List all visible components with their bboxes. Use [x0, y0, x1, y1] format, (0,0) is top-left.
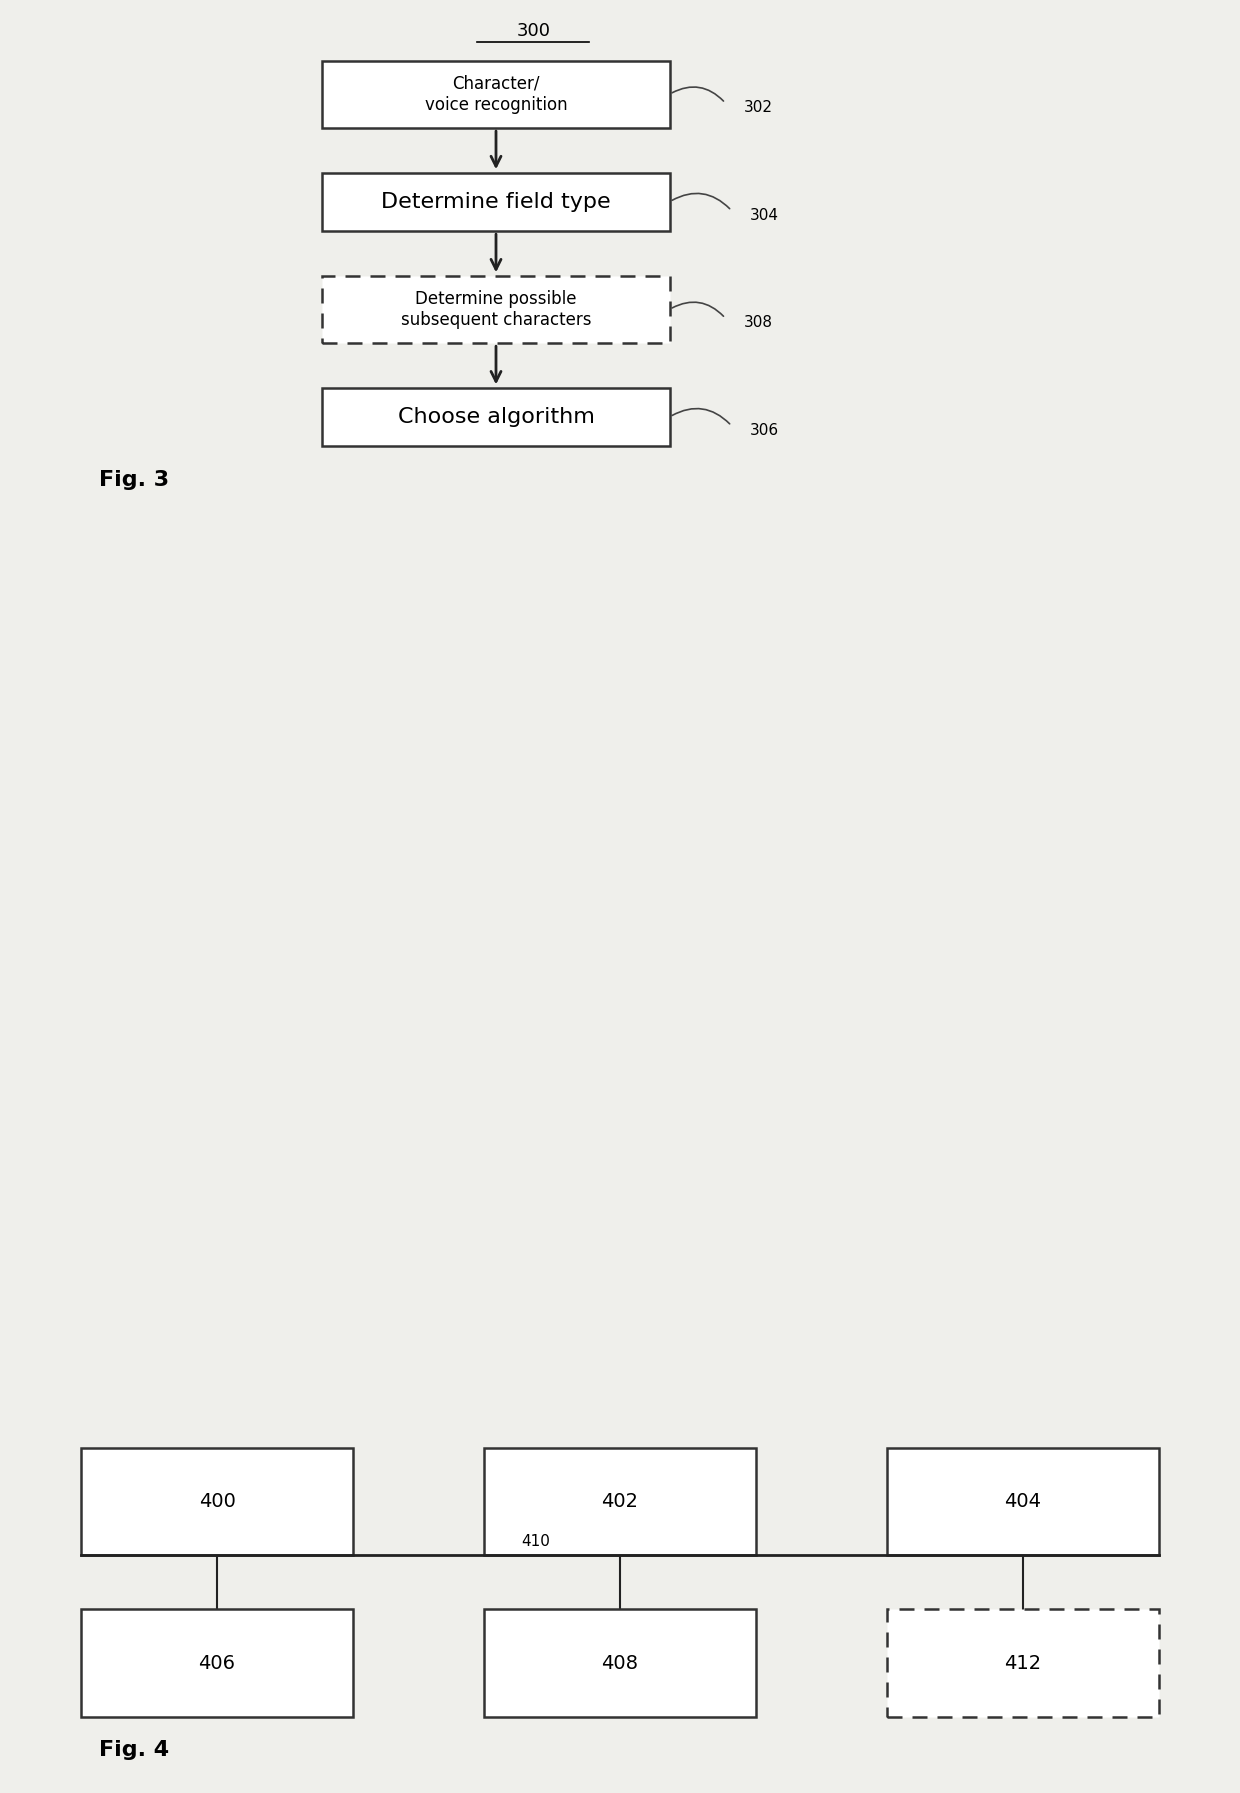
- Text: 412: 412: [1004, 1653, 1042, 1673]
- Bar: [322, 276, 670, 342]
- Text: 300: 300: [516, 22, 551, 41]
- Bar: [322, 387, 670, 446]
- Text: 400: 400: [198, 1492, 236, 1511]
- Text: 408: 408: [601, 1653, 639, 1673]
- Bar: [81, 1610, 353, 1718]
- Text: Character/
voice recognition: Character/ voice recognition: [424, 75, 568, 113]
- Text: Choose algorithm: Choose algorithm: [398, 407, 594, 427]
- Text: 306: 306: [750, 423, 779, 437]
- Bar: [887, 1449, 1159, 1555]
- Bar: [322, 172, 670, 231]
- Text: Determine possible
subsequent characters: Determine possible subsequent characters: [401, 290, 591, 328]
- Text: 304: 304: [750, 208, 779, 222]
- Text: 302: 302: [744, 100, 773, 115]
- Text: Fig. 3: Fig. 3: [99, 470, 170, 489]
- Text: 406: 406: [198, 1653, 236, 1673]
- Text: 404: 404: [1004, 1492, 1042, 1511]
- Bar: [484, 1610, 756, 1718]
- Bar: [322, 61, 670, 127]
- Text: Fig. 4: Fig. 4: [99, 1739, 170, 1761]
- Bar: [887, 1610, 1159, 1718]
- Bar: [484, 1449, 756, 1555]
- Bar: [81, 1449, 353, 1555]
- Text: 308: 308: [744, 316, 773, 330]
- Text: Determine field type: Determine field type: [381, 192, 611, 212]
- Text: 410: 410: [521, 1535, 549, 1549]
- Text: 402: 402: [601, 1492, 639, 1511]
